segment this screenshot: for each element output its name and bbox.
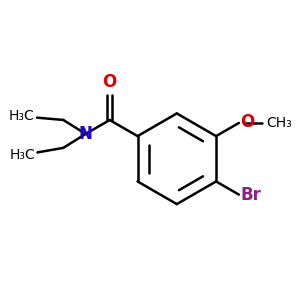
Text: Br: Br (240, 186, 261, 204)
Text: O: O (240, 113, 254, 131)
Text: N: N (79, 125, 93, 143)
Text: H₃C: H₃C (9, 148, 35, 162)
Text: CH₃: CH₃ (266, 116, 292, 130)
Text: O: O (103, 74, 117, 92)
Text: H₃C: H₃C (9, 109, 35, 123)
